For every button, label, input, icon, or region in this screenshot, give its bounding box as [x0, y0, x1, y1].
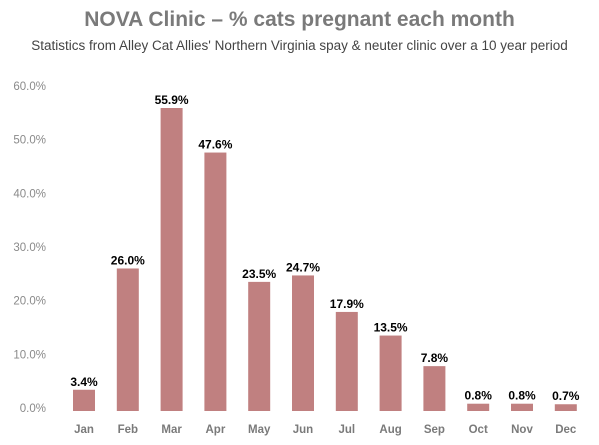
y-tick-label: 50.0% — [13, 135, 46, 147]
y-tick-label: 0.0% — [20, 403, 46, 415]
x-axis: Jan Feb Mar Apr May Jun Jul Aug Sep Oct Nov Dec — [74, 424, 577, 436]
x-tick-label-sep: Sep — [424, 424, 445, 436]
x-tick-label-mar: Mar — [161, 424, 182, 436]
x-tick-label-jun: Jun — [293, 424, 313, 436]
x-tick-label-nov: Nov — [511, 424, 533, 436]
bar-may — [248, 281, 271, 411]
chart-title: NOVA Clinic – % cats pregnant each month — [84, 8, 515, 31]
data-label-feb: 26.0% — [111, 253, 145, 267]
y-tick-label: 10.0% — [13, 349, 46, 361]
data-label-dec: 0.7% — [552, 389, 580, 403]
chart-subtitle: Statistics from Alley Cat Allies' Northe… — [31, 38, 568, 53]
data-label-jun: 24.7% — [286, 260, 320, 274]
y-axis: 0.0% 10.0% 20.0% 30.0% 40.0% 50.0% 60.0% — [13, 81, 46, 415]
x-tick-label-aug: Aug — [379, 424, 401, 436]
bars: 3.4% 26.0% 55.9% 47.6% 23.5% 24.7% 17.9% 13.5% 7… — [70, 93, 580, 412]
data-label-may: 23.5% — [242, 267, 276, 281]
x-tick-label-jan: Jan — [74, 424, 94, 436]
x-tick-label-oct: Oct — [469, 424, 488, 436]
x-tick-label-may: May — [248, 424, 271, 436]
data-label-mar: 55.9% — [155, 93, 189, 107]
x-tick-label-dec: Dec — [555, 424, 577, 436]
y-tick-label: 40.0% — [13, 188, 46, 200]
x-tick-label-jul: Jul — [338, 424, 355, 436]
y-tick-label: 60.0% — [13, 81, 46, 93]
bar-feb — [116, 268, 139, 411]
bar-sep — [423, 366, 446, 411]
data-label-apr: 47.6% — [198, 138, 232, 152]
bar-nov — [511, 403, 533, 411]
x-tick-label-apr: Apr — [205, 424, 225, 436]
data-label-nov: 0.8% — [508, 389, 536, 403]
y-tick-label: 20.0% — [13, 296, 46, 308]
y-tick-label: 30.0% — [13, 242, 46, 254]
x-tick-label-feb: Feb — [118, 424, 138, 436]
bar-oct — [467, 403, 490, 411]
data-label-oct: 0.8% — [465, 389, 493, 403]
bar-mar — [160, 108, 183, 412]
bar-dec — [554, 404, 577, 411]
bar-aug — [379, 335, 402, 411]
bar-jan — [73, 389, 95, 411]
data-label-aug: 13.5% — [374, 321, 408, 335]
bar-jun — [292, 275, 314, 411]
data-label-jan: 3.4% — [70, 375, 98, 389]
data-label-jul: 17.9% — [330, 297, 364, 311]
data-label-sep: 7.8% — [421, 351, 449, 365]
bar-apr — [204, 152, 227, 411]
bar-jul — [335, 311, 358, 411]
